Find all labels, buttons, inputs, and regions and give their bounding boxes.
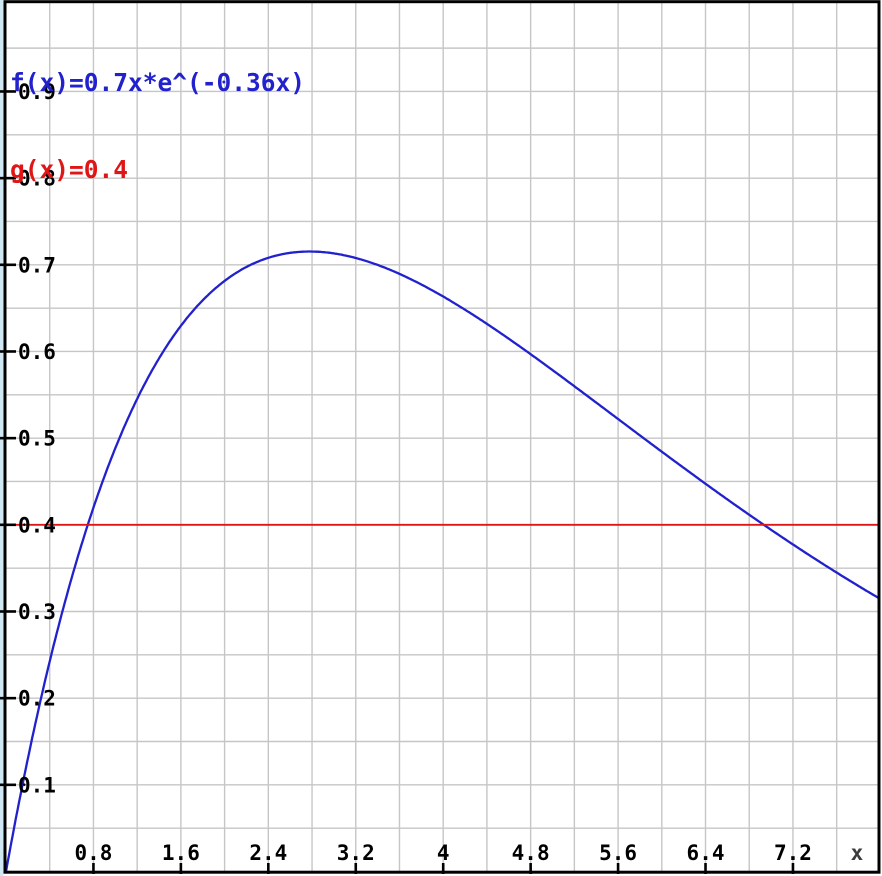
x-axis-tick-label: 0.8 [74,841,112,865]
x-axis-title: x [851,841,864,865]
y-axis-tick-label: 0.6 [18,340,56,364]
y-axis-tick-label: 0.7 [18,253,56,277]
y-axis-tick-label: 0.2 [18,687,56,711]
x-axis-tick-label: 5.6 [599,841,637,865]
x-axis-tick-label: 4 [437,841,450,865]
curve-f [4,250,879,872]
x-axis-tick-label: 4.8 [512,841,550,865]
y-axis-tick-label: 0.9 [18,80,56,104]
x-axis-tick-label: 1.6 [162,841,200,865]
y-axis-tick-label: 0.8 [18,167,56,191]
x-axis-tick-label: 7.2 [774,841,812,865]
y-axis-tick-label: 0.5 [18,427,56,451]
x-axis-tick-label: 2.4 [249,841,287,865]
x-axis-tick-label: 3.2 [337,841,375,865]
y-axis-tick-label: 0.3 [18,600,56,624]
x-axis-tick-label: 6.4 [687,841,725,865]
y-axis-tick-label: 0.4 [18,513,56,537]
y-axis-tick-label: 0.1 [18,773,56,797]
